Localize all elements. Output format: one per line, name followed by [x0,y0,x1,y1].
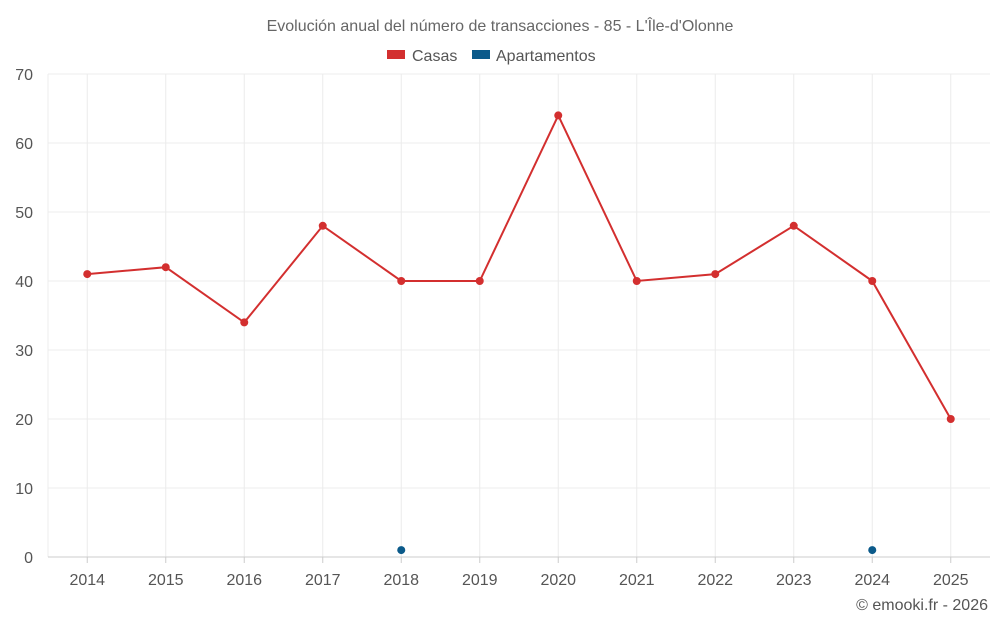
data-point-casas[interactable] [397,277,406,285]
copyright-footer: © emooki.fr - 2026 [856,597,988,614]
data-point-casas[interactable] [946,415,955,423]
x-tick-label: 2024 [854,572,890,589]
x-tick-label: 2021 [619,572,655,589]
x-tick-label: 2015 [148,572,184,589]
x-tick-label: 2025 [933,572,969,589]
data-point-casas[interactable] [632,277,641,285]
chart-title: Evolución anual del número de transaccio… [267,16,734,35]
x-tick-label: 2014 [69,572,105,589]
legend-label-casas[interactable]: Casas [412,48,457,65]
data-point-casas[interactable] [161,263,170,272]
x-tick-label: 2023 [776,572,812,589]
data-point-casas[interactable] [789,221,798,230]
x-tick-label: 2020 [540,572,576,589]
y-tick-label: 10 [15,481,33,498]
axes: 0 10 20 30 40 50 60 70 2014 2015 2016 2017 2018 2019 2… [15,67,990,589]
legend-swatch-apartamentos [472,50,490,59]
grid [48,73,990,557]
legend-swatch-casas [387,50,405,59]
data-point-casas[interactable] [318,221,327,230]
series [83,111,955,555]
series-line-casas [87,113,952,420]
data-point-casas[interactable] [868,277,877,285]
data-point-casas[interactable] [83,270,92,279]
data-point-casas[interactable] [240,318,249,327]
data-point-apartamentos[interactable] [397,546,406,555]
y-tick-label: 70 [15,67,33,84]
x-tick-label: 2019 [462,572,498,589]
legend: Casas Apartamentos [387,48,596,65]
x-tick-label: 2022 [697,572,733,589]
y-tick-label: 50 [15,205,33,222]
data-point-casas[interactable] [711,270,720,279]
data-point-casas[interactable] [475,277,484,285]
data-point-casas[interactable] [554,111,563,120]
x-tick-label: 2017 [305,572,341,589]
y-tick-label: 30 [15,343,33,360]
y-tick-label: 60 [15,136,33,153]
y-tick-label: 40 [15,274,33,291]
x-tick-label: 2016 [226,572,262,589]
data-point-apartamentos[interactable] [868,546,877,555]
x-tick-label: 2018 [383,572,419,589]
legend-label-apartamentos[interactable]: Apartamentos [496,48,596,65]
y-tick-label: 0 [24,550,33,567]
y-tick-label: 20 [15,412,33,429]
